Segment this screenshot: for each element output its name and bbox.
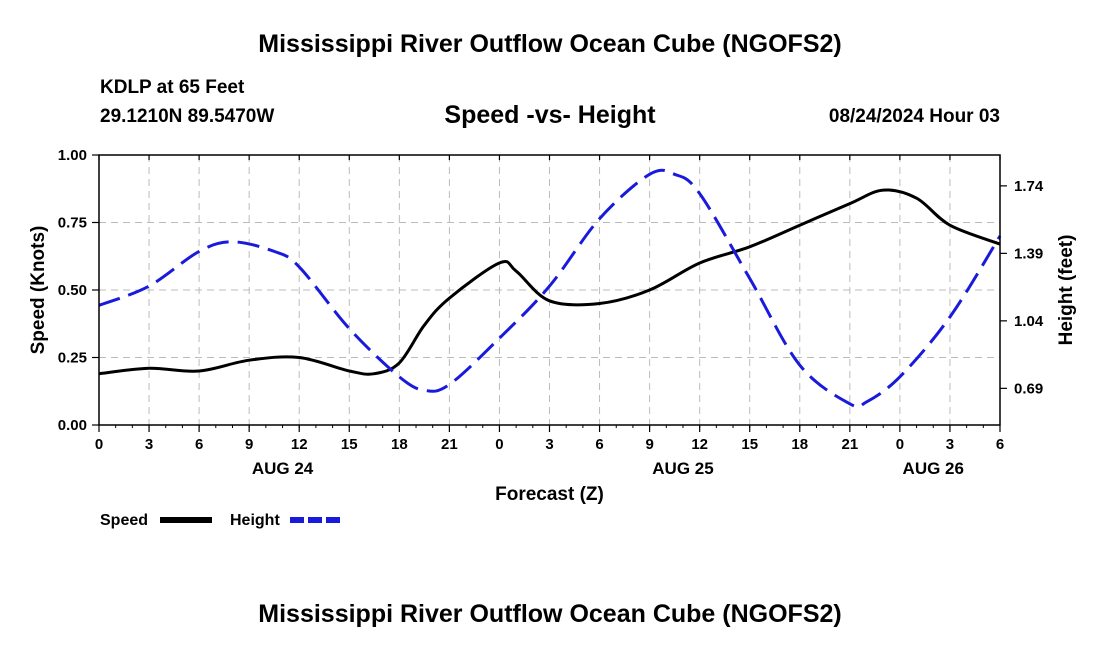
x-tick-label: 0 (495, 436, 503, 453)
legend-label-speed: Speed (100, 512, 148, 529)
x-tick-label: 6 (595, 436, 603, 453)
x-tick-label: 0 (896, 436, 904, 453)
x-tick-label: 21 (441, 436, 458, 453)
footer-title: Mississippi River Outflow Ocean Cube (NG… (258, 600, 842, 628)
x-tick-label: 15 (741, 436, 758, 453)
x-tick-label: 18 (391, 436, 408, 453)
x-tick-label: 9 (245, 436, 253, 453)
date-label: AUG 25 (652, 459, 713, 478)
series-layer (98, 168, 1002, 409)
x-tick-label: 12 (291, 436, 308, 453)
station-coordinates: 29.1210N 89.5470W (100, 106, 275, 127)
x-tick-label: 6 (195, 436, 203, 453)
x-tick-label: 15 (341, 436, 358, 453)
x-tick-label: 12 (691, 436, 708, 453)
y-right-tick-label: 1.39 (1014, 245, 1043, 262)
height-series-line (98, 168, 1002, 409)
axes (92, 154, 1007, 432)
y-right-tick-label: 0.69 (1014, 380, 1043, 397)
x-tick-label: 9 (645, 436, 653, 453)
y-left-axis-title: Speed (Knots) (28, 226, 49, 355)
y-left-tick-label: 0.50 (58, 282, 87, 299)
chart-datetime: 08/24/2024 Hour 03 (828, 106, 1000, 127)
axis-labels: 0 3 6 9 12 15 18 21 0 3 6 9 12 15 18 21 0 3 6 0.00 0.25 0.50 0… (28, 147, 1077, 505)
y-right-tick-label: 1.04 (1014, 313, 1044, 330)
x-tick-label: 21 (841, 436, 858, 453)
legend-label-height: Height (230, 512, 280, 529)
y-left-tick-label: 0.00 (58, 417, 87, 434)
date-label: AUG 24 (252, 459, 314, 478)
station-name: KDLP at 65 Feet (100, 77, 245, 98)
x-tick-label: 3 (545, 436, 553, 453)
x-tick-label: 6 (996, 436, 1004, 453)
x-tick-label: 0 (95, 436, 103, 453)
x-axis-title: Forecast (Z) (495, 484, 604, 505)
legend: Speed Height (100, 512, 342, 529)
x-tick-label: 3 (946, 436, 954, 453)
y-right-axis-title: Height (feet) (1056, 235, 1077, 346)
x-tick-label: 3 (145, 436, 153, 453)
y-left-tick-label: 0.25 (58, 350, 87, 367)
chart-title: Speed -vs- Height (444, 101, 656, 129)
x-tick-label: 18 (791, 436, 808, 453)
speed-series-line (98, 188, 1001, 376)
y-left-tick-label: 0.75 (58, 215, 87, 232)
date-label: AUG 26 (903, 459, 964, 478)
y-left-tick-label: 1.00 (58, 147, 87, 164)
main-title: Mississippi River Outflow Ocean Cube (NG… (258, 30, 842, 58)
y-right-tick-label: 1.74 (1014, 178, 1044, 195)
